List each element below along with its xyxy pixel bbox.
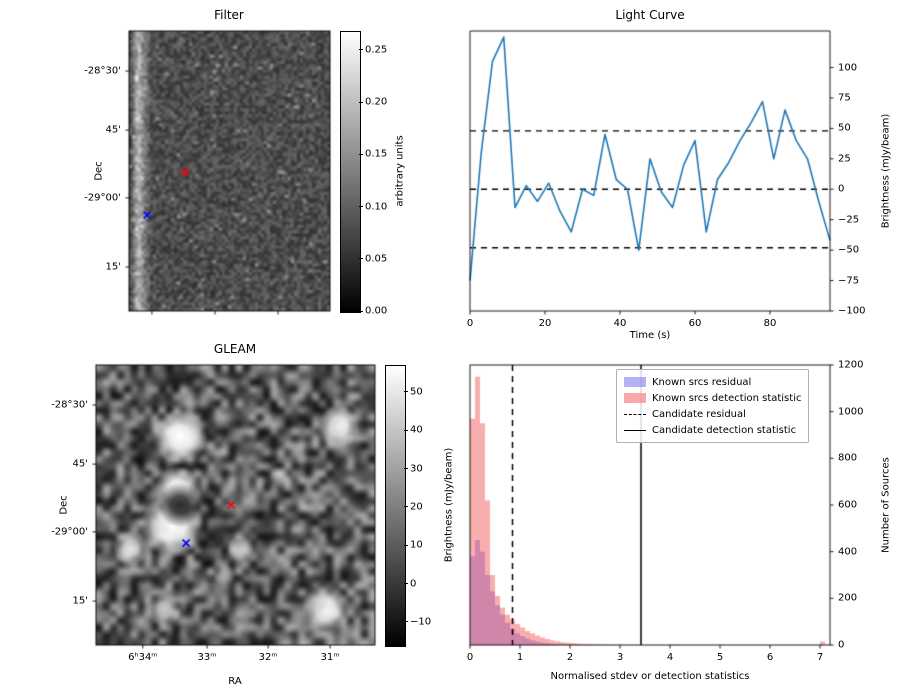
ra-tick-label: 6ʰ34ᵐ [128,652,158,663]
y-tick-label: −100 [838,305,866,317]
y-tick-label: −50 [838,244,860,256]
dec-tick-label: 45' [105,124,121,136]
y-tick-label: −25 [838,214,860,226]
x-tick-label: 6 [766,652,774,663]
x-tick-label: 0 [466,318,474,329]
x-tick-label: 60 [688,318,702,329]
x-tick-label: 40 [613,318,627,329]
x-tick-label: 7 [816,652,824,663]
colorbar-tick-label: 0.00 [365,305,388,317]
x-tick-label: 2 [566,652,574,663]
gleam-colorbar [385,365,406,647]
legend-item: Candidate detection statistic [624,422,801,438]
colorbar-tick-label: 0.15 [365,148,388,160]
y-tick-label: 25 [838,153,851,165]
colorbar-tick-label: 20 [410,501,423,513]
gleam-ylabel: Dec [58,495,70,515]
legend-swatch-patch [624,377,646,387]
legend-label: Candidate detection statistic [652,424,797,436]
gleam-xlabel: RA [228,676,242,687]
y-tick-label: 0 [838,183,845,195]
colorbar-tick-mark [404,544,408,546]
colorbar-tick-label: 0.10 [365,201,388,213]
dec-tick-label: -29°00' [51,526,88,538]
light-curve-xlabel: Time (s) [629,330,671,341]
colorbar-tick-mark [404,468,408,470]
legend-item: Known srcs residual [624,374,801,390]
histogram-legend: Known srcs residual Known srcs detection … [616,369,810,443]
ra-tick-label: 32ᵐ [258,652,278,663]
colorbar-tick-mark [404,391,408,393]
colorbar-tick-label: 40 [410,424,423,436]
colorbar-tick-mark [359,310,363,312]
legend-swatch-solid [624,429,646,431]
x-tick-label: 4 [666,652,674,663]
y-tick-label: 600 [838,499,858,511]
x-tick-label: 0 [466,652,474,663]
filter-heatmap [121,23,338,319]
gleam-colorbar-label: Brightness (mJy/beam) [443,447,455,563]
colorbar-tick-mark [359,206,363,208]
ra-tick-label: 31ᵐ [320,652,340,663]
y-tick-label: 400 [838,546,858,558]
legend-label: Known srcs detection statistic [652,392,802,404]
colorbar-tick-label: 0 [410,578,417,590]
filter-colorbar-label: arbitrary units [394,135,406,207]
colorbar-tick-mark [404,583,408,585]
light-curve-title: Light Curve [615,8,685,22]
filter-ylabel: Dec [93,161,105,181]
x-tick-label: 80 [763,318,777,329]
legend-label: Candidate residual [652,408,746,420]
colorbar-tick-mark [404,506,408,508]
legend-item: Known srcs detection statistic [624,390,801,406]
colorbar-tick-mark [359,258,363,260]
dec-tick-label: -28°30' [84,65,121,77]
dec-tick-label: 15' [105,261,121,273]
dec-tick-label: 15' [72,595,88,607]
x-tick-label: 5 [716,652,724,663]
filter-title: Filter [214,8,244,22]
ra-tick-label: 33ᵐ [197,652,217,663]
dec-tick-label: -28°30' [51,399,88,411]
y-tick-label: 0 [838,639,845,651]
colorbar-tick-mark [359,101,363,103]
filter-colorbar [340,31,361,313]
colorbar-tick-label: 30 [410,463,423,475]
colorbar-tick-mark [359,153,363,155]
gleam-heatmap [88,357,383,653]
colorbar-tick-label: 0.25 [365,44,388,56]
y-tick-label: 50 [838,122,851,134]
y-tick-label: 200 [838,592,858,604]
colorbar-tick-label: −10 [410,616,432,628]
y-tick-label: −75 [838,275,860,287]
y-tick-label: 100 [838,62,858,74]
colorbar-tick-mark [404,429,408,431]
light-curve-ylabel: Brightness (mJy/beam) [880,113,892,229]
colorbar-tick-mark [359,49,363,51]
legend-swatch-dashed [624,413,646,415]
colorbar-tick-label: 0.05 [365,253,388,265]
dec-tick-label: -29°00' [84,192,121,204]
colorbar-tick-label: 0.20 [365,96,388,108]
y-tick-label: 1200 [838,359,864,371]
legend-swatch-patch [624,393,646,403]
gleam-title: GLEAM [213,342,257,356]
light-curve-plot [462,23,838,319]
x-tick-label: 1 [516,652,524,663]
y-tick-label: 800 [838,452,858,464]
histogram-ylabel: Number of Sources [880,457,892,553]
histogram-xlabel: Normalised stdev or detection statistics [550,671,750,682]
y-tick-label: 75 [838,92,851,104]
x-tick-label: 20 [538,318,552,329]
legend-label: Known srcs residual [652,376,752,388]
colorbar-tick-label: 10 [410,539,423,551]
dec-tick-label: 45' [72,458,88,470]
y-tick-label: 1000 [838,406,864,418]
x-tick-label: 3 [616,652,624,663]
legend-item: Candidate residual [624,406,801,422]
colorbar-tick-label: 50 [410,386,423,398]
colorbar-tick-mark [404,621,408,623]
